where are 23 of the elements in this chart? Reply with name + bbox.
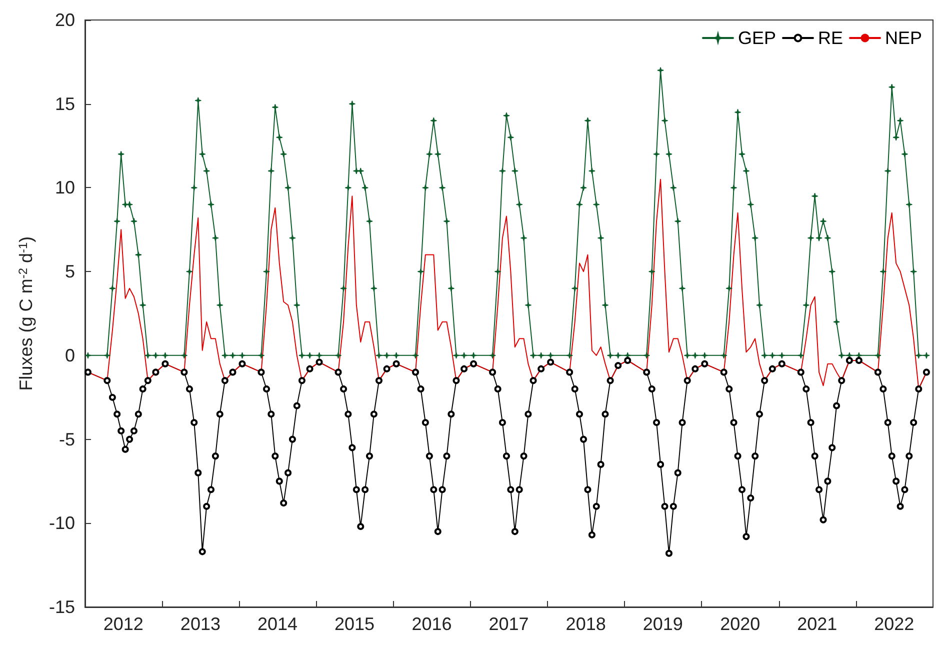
x-tick-label: 2016 (412, 614, 452, 634)
y-tick-label: -5 (58, 429, 75, 450)
legend-label: RE (818, 28, 843, 48)
legend-label: GEP (738, 28, 776, 48)
x-tick-label: 2018 (566, 614, 606, 634)
y-tick-label: 15 (54, 94, 75, 114)
x-tick-label: 2012 (103, 614, 144, 634)
y-tick-label: -10 (48, 513, 75, 534)
x-tick-label: 2019 (642, 614, 683, 634)
y-tick-label: 0 (64, 345, 75, 366)
y-tick-label: 5 (64, 262, 75, 282)
x-tick-label: 2021 (797, 614, 838, 634)
x-tick-label: 2014 (257, 614, 298, 634)
y-tick-label: 10 (54, 178, 75, 198)
y-tick-label: 20 (54, 10, 75, 30)
x-tick-label: 2015 (334, 614, 375, 634)
y-tick-label: -15 (48, 597, 75, 617)
x-tick-label: 2017 (488, 614, 529, 634)
x-tick-label: 2022 (874, 614, 914, 634)
y-axis-title: Fluxes (g C m-2 d-1) (16, 236, 36, 391)
x-tick-label: 2020 (720, 614, 760, 634)
x-tick-label: 2013 (180, 614, 220, 634)
legend-label: NEP (884, 28, 922, 48)
